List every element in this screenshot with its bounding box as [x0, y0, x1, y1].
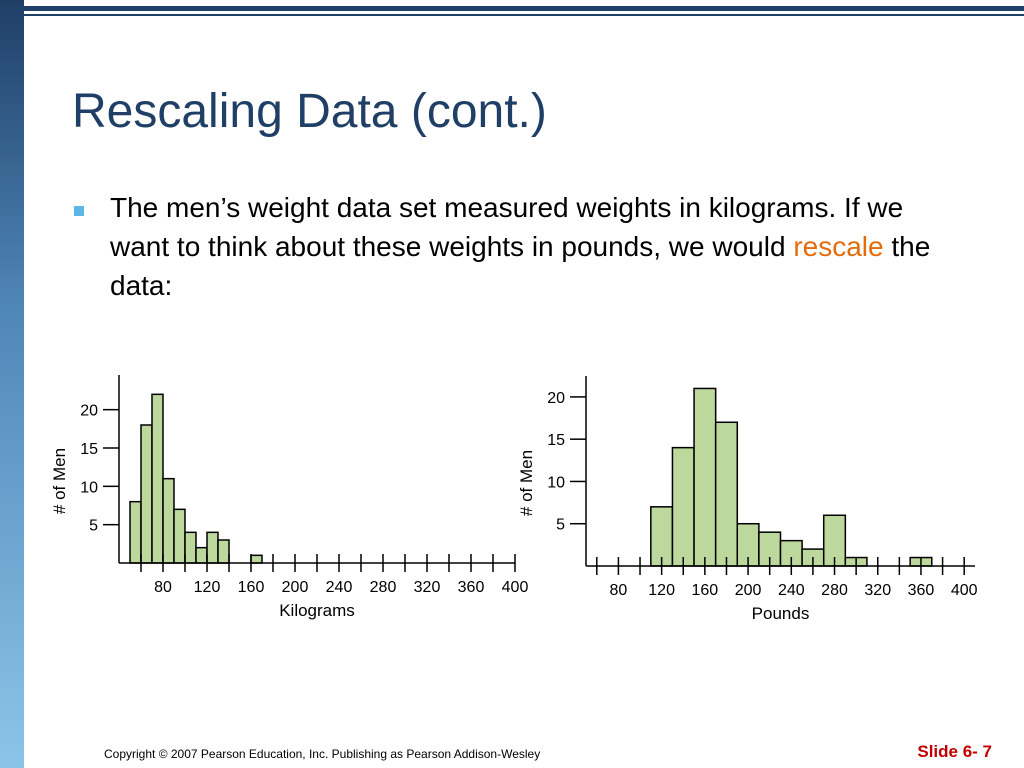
kg-x-tick-label: 160	[238, 579, 265, 596]
kg-x-tick-label: 360	[458, 579, 485, 596]
lb-x-tick-label: 120	[648, 582, 675, 599]
highlight-word: rescale	[793, 231, 884, 262]
lb-x-tick-label: 400	[951, 582, 978, 599]
kg-histogram-bar	[217, 539, 230, 564]
bullet-text: The men’s weight data set measured weigh…	[110, 188, 940, 305]
top-rule	[24, 6, 1024, 11]
lb-histogram-bar	[693, 387, 717, 567]
slide-number: Slide 6- 7	[917, 742, 992, 761]
kg-histogram-bar	[162, 477, 175, 564]
left-gradient-bar	[0, 0, 24, 768]
slide-title: Rescaling Data (cont.)	[72, 85, 547, 138]
lb-x-tick-label: 360	[908, 582, 935, 599]
kg-histogram-bar	[151, 393, 164, 564]
lb-histogram-bar	[714, 421, 739, 567]
kg-histogram-bar	[184, 531, 197, 564]
lb-x-tick-label: 160	[692, 582, 719, 599]
kg-x-tick-label: 120	[194, 579, 221, 596]
bullet-text-after: the data:	[110, 231, 931, 301]
kg-x-tick-label: 240	[326, 579, 353, 596]
kg-histogram-bar	[195, 546, 208, 564]
kg-x-tick-label: 400	[502, 579, 529, 596]
pounds-histogram: 80 120 160 200 240 280 320 360 400 5 10 15 20 Pounds #…	[517, 376, 978, 623]
kg-histogram-bar	[206, 531, 219, 564]
kg-x-tick-label: 280	[370, 579, 397, 596]
top-rule-thin	[24, 14, 1024, 16]
lb-y-tick-label: 10	[547, 474, 565, 491]
lb-y-tick-label: 15	[547, 432, 565, 449]
lb-x-tick-label: 200	[735, 582, 762, 599]
lb-x-axis-title: Pounds	[752, 604, 810, 623]
kilograms-histogram: 80 120 160 200 240 280 320 360 400 5 10 15 20 Kilogra…	[50, 375, 528, 620]
kg-y-tick-label: 10	[80, 479, 98, 496]
bullet-text-before: The men’s weight data set measured weigh…	[110, 192, 904, 262]
copyright-footer: Copyright © 2007 Pearson Education, Inc.…	[104, 747, 541, 761]
kg-histogram-bar	[250, 554, 263, 564]
kg-y-axis-title: # of Men	[50, 448, 69, 514]
lb-y-axis-title: # of Men	[517, 450, 536, 516]
kg-y-tick-label: 15	[80, 441, 98, 458]
kg-x-tick-label: 80	[154, 579, 172, 596]
kg-histogram-bar	[140, 424, 153, 564]
kg-x-tick-label: 200	[282, 579, 309, 596]
lb-x-tick-label: 240	[778, 582, 805, 599]
kg-histogram-bar	[129, 500, 142, 564]
kg-y-tick-label: 5	[89, 518, 98, 535]
bullet-square-icon	[74, 206, 84, 216]
lb-x-tick-label: 280	[821, 582, 848, 599]
kg-x-tick-label: 320	[414, 579, 441, 596]
lb-y-tick-label: 5	[556, 517, 565, 534]
lb-x-tick-label: 320	[864, 582, 891, 599]
lb-y-tick-label: 20	[547, 390, 565, 407]
lb-x-tick-label: 80	[610, 582, 628, 599]
kg-histogram-bar	[173, 508, 186, 564]
lb-histogram-bar	[671, 446, 695, 567]
kg-x-axis-title: Kilograms	[279, 601, 355, 620]
kg-y-tick-label: 20	[80, 403, 98, 420]
